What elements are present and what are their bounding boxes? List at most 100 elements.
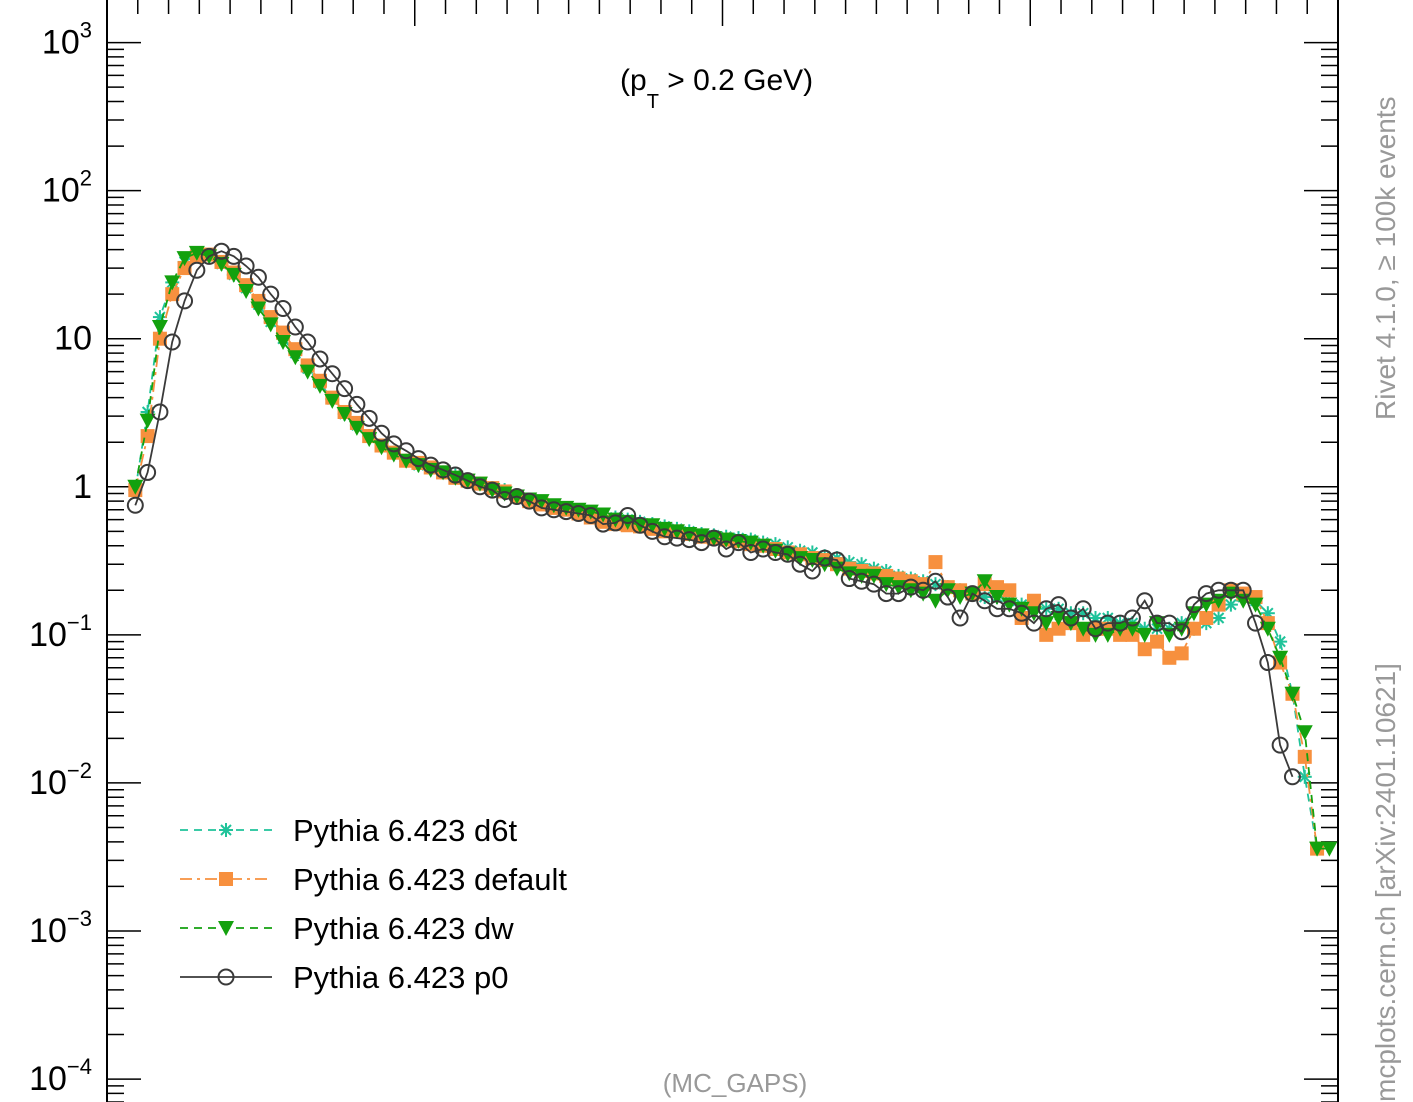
series-4 (126, 242, 1301, 786)
legend-marker (219, 872, 233, 886)
data-point (1002, 583, 1017, 598)
y-tick-label: 1 (73, 468, 92, 506)
data-point (483, 481, 501, 499)
data-point (176, 292, 194, 310)
data-point (1210, 581, 1228, 599)
data-point (140, 429, 155, 444)
legend-marker (218, 921, 234, 936)
title-subscript: T (647, 91, 659, 113)
data-point (286, 318, 304, 336)
data-point (1284, 686, 1301, 702)
data-point (533, 494, 550, 510)
data-point (1271, 736, 1289, 754)
data-point (878, 577, 895, 593)
data-point (1174, 646, 1189, 661)
legend-item: Pythia 6.423 d6t (180, 813, 517, 848)
data-point (779, 545, 797, 563)
data-point (545, 501, 563, 519)
data-point (1150, 634, 1165, 649)
series-line (134, 253, 1318, 849)
data-point (730, 534, 748, 552)
data-point (890, 580, 907, 596)
legend-item: Pythia 6.423 default (180, 862, 567, 897)
data-point (1026, 593, 1041, 608)
data-point (976, 592, 994, 610)
data-point (619, 506, 637, 524)
data-point (275, 335, 292, 351)
data-point (668, 524, 685, 540)
data-point (557, 503, 575, 521)
data-point (1074, 600, 1092, 618)
data-point (361, 432, 378, 448)
data-point (262, 285, 280, 303)
data-point (1247, 614, 1265, 632)
data-point (348, 420, 365, 436)
data-point (1283, 768, 1301, 786)
data-point (1259, 654, 1277, 672)
data-point (299, 333, 317, 351)
y-tick-label: 10 (54, 320, 92, 358)
data-point (1185, 596, 1203, 614)
mcplots-watermark: mcplots.cern.ch [arXiv:2401.10621] (1370, 663, 1401, 1102)
data-point (1162, 650, 1177, 665)
data-point (1173, 623, 1191, 641)
data-point (1197, 585, 1215, 603)
data-point (828, 551, 846, 569)
data-point (1148, 614, 1166, 632)
data-point (841, 566, 858, 582)
data-point (1247, 597, 1264, 613)
data-point (915, 586, 932, 602)
data-point (151, 403, 169, 421)
data-point (1222, 581, 1240, 599)
legend: Pythia 6.423 d6t Pythia 6.423 default Pyth… (180, 813, 567, 995)
data-point (1062, 616, 1079, 632)
data-point (569, 505, 587, 523)
data-point (274, 299, 292, 317)
data-point (718, 532, 735, 548)
data-point (803, 562, 821, 580)
data-point (225, 247, 243, 265)
data-point (582, 506, 600, 524)
data-point (963, 585, 981, 603)
data-point (644, 518, 661, 534)
data-point (249, 268, 267, 286)
data-point (1112, 621, 1129, 637)
data-point (1037, 600, 1055, 618)
legend-label: Pythia 6.423 default (293, 862, 567, 897)
data-point (238, 284, 255, 300)
data-point (1160, 614, 1178, 632)
data-point (1050, 596, 1068, 614)
y-tick-label: 103 (42, 18, 92, 62)
data-point (165, 287, 180, 302)
data-point (853, 568, 870, 584)
data-point (1186, 621, 1201, 636)
data-point (1050, 610, 1067, 626)
data-point (742, 535, 759, 551)
data-point (1234, 581, 1252, 599)
data-point (188, 261, 206, 279)
data-point (1013, 601, 1030, 617)
legend-label: Pythia 6.423 d6t (293, 813, 517, 848)
data-point (1273, 634, 1288, 649)
data-point (840, 570, 858, 588)
legend-label: Pythia 6.423 p0 (293, 960, 508, 995)
data-point (1038, 616, 1055, 632)
y-tick-label: 10−2 (29, 758, 92, 802)
data-point (225, 267, 242, 283)
legend-marker (217, 968, 235, 986)
y-tick-label: 10−1 (29, 610, 92, 654)
data-point (989, 590, 1006, 606)
data-point (730, 534, 747, 550)
data-point (262, 317, 279, 333)
data-point (348, 395, 366, 413)
data-point (1075, 621, 1092, 637)
data-point (606, 514, 624, 532)
data-point (1259, 621, 1276, 637)
data-point (311, 350, 329, 368)
data-point (1039, 627, 1054, 642)
data-point (742, 543, 760, 561)
data-point (237, 257, 255, 275)
legend-item: Pythia 6.423 dw (180, 911, 514, 946)
data-point (595, 507, 612, 523)
